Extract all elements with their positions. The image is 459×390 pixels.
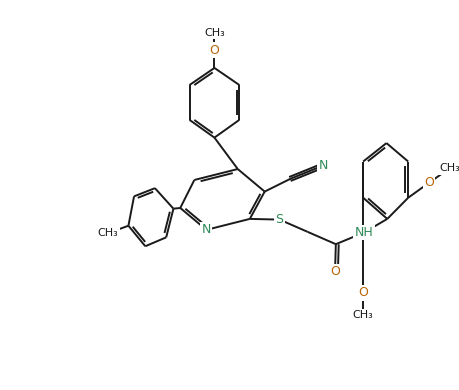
Text: NH: NH xyxy=(355,226,373,239)
Text: CH₃: CH₃ xyxy=(353,310,374,320)
Text: S: S xyxy=(275,213,284,226)
Text: O: O xyxy=(330,265,340,278)
Text: O: O xyxy=(358,286,368,299)
Text: O: O xyxy=(424,176,434,189)
Text: N: N xyxy=(318,159,328,172)
Text: O: O xyxy=(209,44,219,57)
Text: CH₃: CH₃ xyxy=(439,163,459,174)
Text: N: N xyxy=(202,223,211,236)
Text: CH₃: CH₃ xyxy=(98,228,118,238)
Text: CH₃: CH₃ xyxy=(204,28,225,38)
